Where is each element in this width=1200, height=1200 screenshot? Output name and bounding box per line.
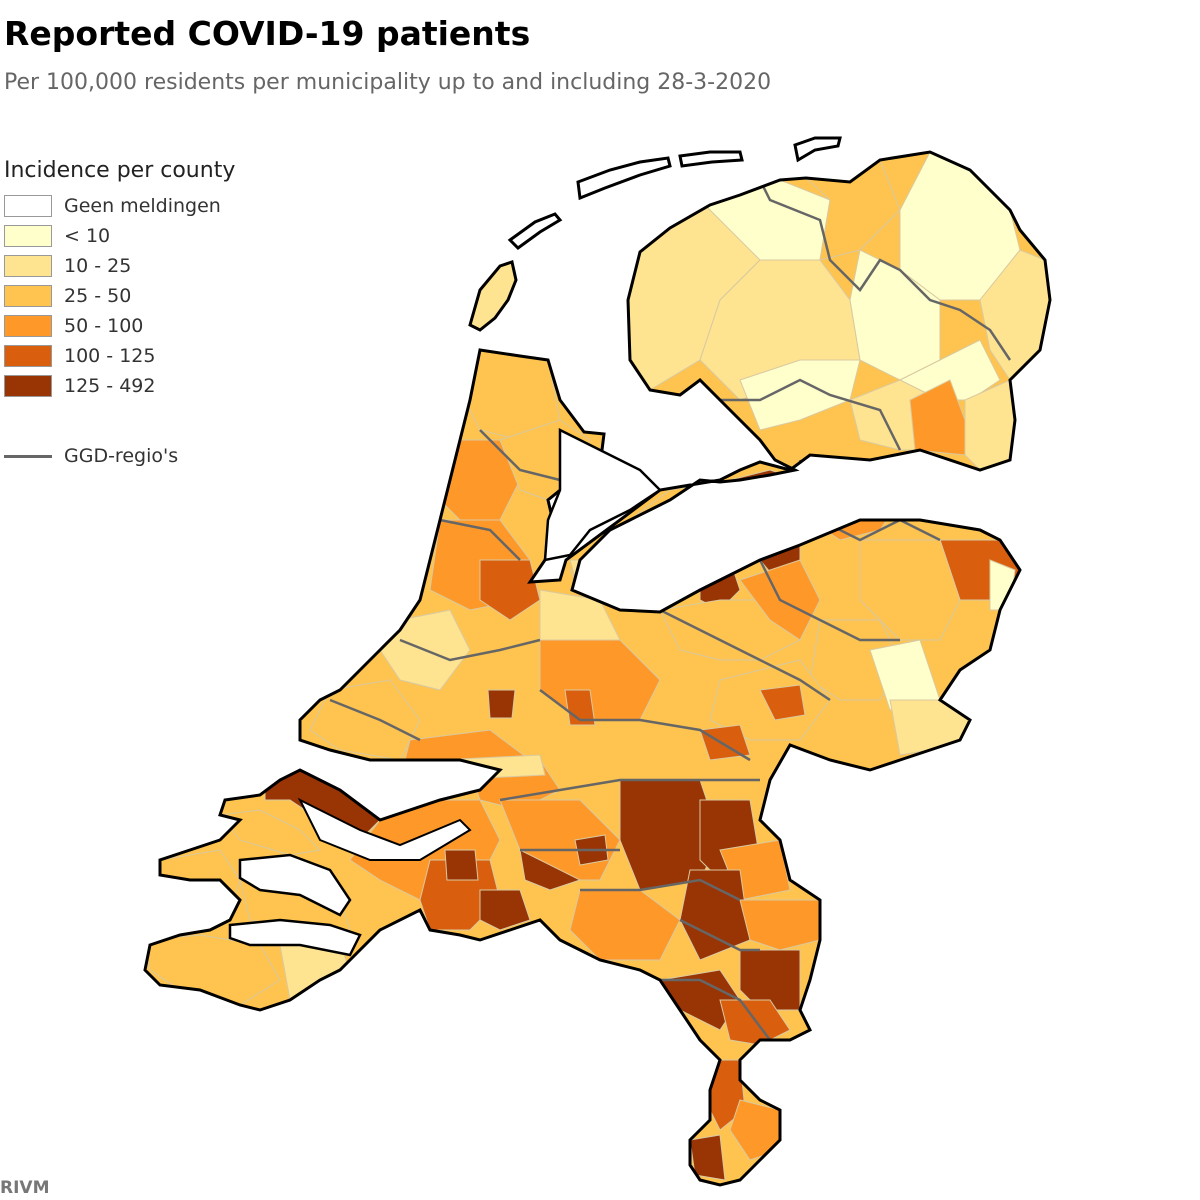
legend-ggd-line	[4, 454, 52, 458]
map-subtitle: Per 100,000 residents per municipality u…	[4, 70, 772, 95]
legend-swatch-100-125	[4, 345, 52, 367]
legend-swatch-50-100	[4, 315, 52, 337]
legend-label-25-50: 25 - 50	[64, 285, 132, 307]
map-title: Reported COVID-19 patients	[4, 14, 531, 53]
island-ameland	[678, 150, 744, 168]
region-venlo-hot	[739, 949, 801, 1011]
region-utrecht-hot	[564, 689, 596, 726]
legend-label-10-25: 10 - 25	[64, 255, 132, 277]
region-amsterdam	[479, 559, 541, 621]
island-terschelling	[576, 156, 672, 201]
region-zwolle-hot	[729, 469, 811, 521]
source-credit: RIVM	[0, 1178, 50, 1198]
region-gouda-hot	[487, 689, 516, 719]
region-breda-b	[444, 849, 479, 881]
region-oosterhout-hot	[479, 889, 531, 931]
legend-item-125-492: 125 - 492	[4, 371, 304, 401]
legend-label-50-100: 50 - 100	[64, 315, 144, 337]
legend-swatch-none	[4, 195, 52, 217]
legend-swatch-25-50	[4, 285, 52, 307]
region-zwolle-b	[739, 499, 776, 541]
legend-swatch-lt10	[4, 225, 52, 247]
legend-item-lt10: < 10	[4, 221, 304, 251]
wadden-islands	[468, 136, 842, 332]
coastline-outline	[143, 150, 1052, 1187]
region-winterswijk	[889, 699, 971, 756]
legend-item-ggd: GGD-regio's	[4, 441, 304, 471]
ijsselmeer-water	[543, 427, 662, 562]
legend: Incidence per county Geen meldingen < 10…	[4, 158, 304, 471]
region-arnhem-hot	[759, 684, 806, 721]
legend-title: Incidence per county	[4, 158, 236, 183]
legend-swatch-125-492	[4, 375, 52, 397]
legend-label-lt10: < 10	[64, 225, 111, 247]
region-peel	[739, 899, 821, 951]
haringvliet-water	[297, 797, 472, 861]
municipality-regions	[145, 152, 1050, 1181]
legend-item-50-100: 50 - 100	[4, 311, 304, 341]
legend-item-100-125: 100 - 125	[4, 341, 304, 371]
legend-label-125-492: 125 - 492	[64, 375, 156, 397]
island-texel	[468, 260, 518, 332]
region-veluwe	[659, 599, 801, 661]
legend-label-100-125: 100 - 125	[64, 345, 156, 367]
legend-item-10-25: 10 - 25	[4, 251, 304, 281]
region-schouwen	[219, 809, 322, 856]
legend-label-ggd: GGD-regio's	[64, 445, 179, 467]
region-roermond	[719, 999, 791, 1046]
region-helmond-hot	[679, 869, 751, 961]
island-vlieland	[507, 212, 563, 250]
legend-item-25-50: 25 - 50	[4, 281, 304, 311]
legend-item-none: Geen meldingen	[4, 191, 304, 221]
legend-swatch-10-25	[4, 255, 52, 277]
island-schiermonnikoog	[793, 136, 842, 163]
oosterschelde-water	[238, 853, 352, 917]
westerschelde-water	[228, 918, 362, 957]
region-maastricht-hot	[689, 1134, 726, 1181]
legend-label-none: Geen meldingen	[64, 195, 221, 217]
